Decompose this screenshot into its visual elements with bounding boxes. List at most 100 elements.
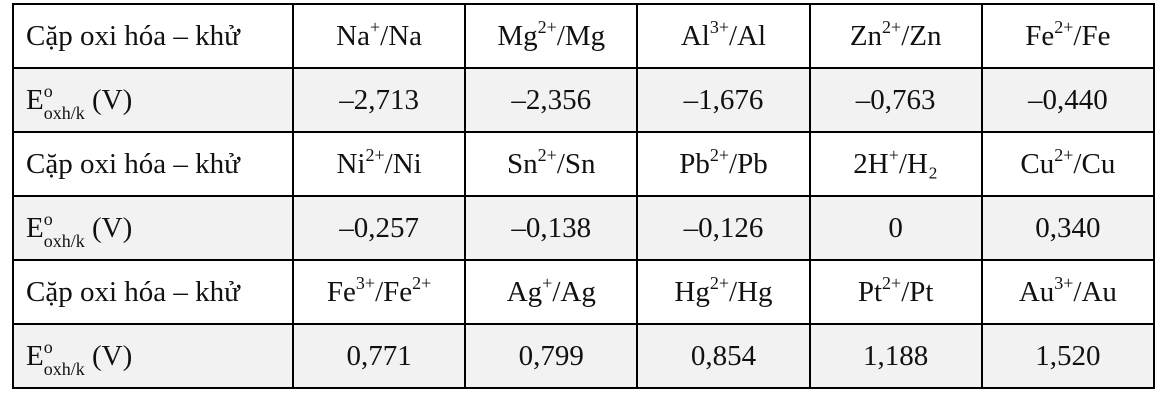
table-row: Cặp oxi hóa – khử Ni2+/Ni Sn2+/Sn Pb2+/Pb 2H… (12, 131, 1156, 197)
cell-text: –0,763 (855, 83, 936, 116)
table-cell: Na+/Na (291, 3, 467, 69)
superscript: 2+ (882, 16, 902, 37)
table-row: Cặp oxi hóa – khử Fe3+/Fe2+ Ag+/Ag Hg2+/Hg P… (12, 259, 1156, 325)
superscript: 2+ (709, 144, 730, 165)
cell-text: 0,854 (690, 339, 757, 372)
row-header-cell: Eooxh/k (V) (12, 67, 294, 133)
table-cell: Pt2+/Pt (808, 259, 983, 325)
superscript: 3+ (709, 16, 730, 37)
table-cell: Cu2+/Cu (980, 131, 1156, 197)
cell-text: Pt (857, 275, 883, 308)
cell-text: /Pt (901, 275, 934, 308)
cell-text: (V) (84, 339, 133, 372)
superscript: 2+ (412, 272, 432, 293)
cell-text: /Cu (1073, 147, 1116, 180)
table-cell: 1,520 (980, 323, 1156, 389)
table-cell: –0,126 (636, 195, 811, 261)
table-cell: 0,340 (980, 195, 1156, 261)
cell-text: –1,676 (683, 83, 764, 116)
table-cell: 0,771 (291, 323, 467, 389)
cell-text: Cặp oxi hóa – khử (26, 147, 240, 180)
superscript: 3+ (355, 272, 376, 293)
cell-text: /Ag (552, 275, 596, 308)
cell-text: Fe (326, 275, 356, 308)
potential-table: Cặp oxi hóa – khử Na+/Na Mg2+/Mg Al3+/Al Zn2… (12, 3, 1156, 389)
cell-text: /Ni (384, 147, 422, 180)
cell-text: 1,520 (1035, 339, 1101, 372)
table-cell: 1,188 (808, 323, 983, 389)
superscript: + (369, 16, 381, 37)
superscript: 2+ (537, 144, 557, 165)
cell-text: Sn (507, 147, 538, 180)
superscript: 2+ (537, 16, 557, 37)
superscript: o (43, 80, 53, 101)
table-cell: –2,713 (291, 67, 467, 133)
table-cell: Fe2+/Fe (980, 3, 1156, 69)
cell-text: –0,440 (1028, 83, 1108, 116)
cell-text: /Na (380, 19, 423, 52)
cell-text: –0,138 (511, 211, 592, 244)
table-cell: Ni2+/Ni (291, 131, 467, 197)
table-row: Eooxh/k (V) –0,257 –0,138 –0,126 0 0,340 (12, 195, 1156, 261)
table-cell: 0,799 (464, 323, 639, 389)
superscript: 2+ (365, 144, 385, 165)
superscript: + (888, 144, 899, 165)
table-cell: –0,257 (291, 195, 467, 261)
table-cell: –1,676 (636, 67, 811, 133)
table-cell: Fe3+/Fe2+ (291, 259, 467, 325)
table-cell: Ag+/Ag (464, 259, 639, 325)
cell-text: Fe (1025, 19, 1055, 52)
cell-text: (V) (84, 211, 133, 244)
table-cell: Al3+/Al (636, 3, 811, 69)
cell-text: /Al (729, 19, 767, 52)
table-cell: Hg2+/Hg (636, 259, 811, 325)
cell-text: E (26, 83, 44, 116)
table-cell: Pb2+/Pb (636, 131, 811, 197)
cell-text: /Hg (729, 275, 773, 308)
row-header-cell: Eooxh/k (V) (12, 195, 294, 261)
cell-text: /Sn (556, 147, 596, 180)
superscript: 2+ (709, 272, 730, 293)
superscript: o (43, 336, 53, 357)
cell-text: Hg (674, 275, 710, 308)
cell-text: 0,799 (518, 339, 584, 372)
cell-text: Au (1018, 275, 1055, 308)
cell-text: –0,257 (339, 211, 419, 244)
cell-text: 1,188 (863, 339, 929, 372)
cell-text: Zn (849, 19, 883, 52)
cell-text: E (26, 339, 44, 372)
cell-text: /Pb (729, 147, 768, 180)
table-cell: Mg2+/Mg (464, 3, 639, 69)
cell-text: –0,126 (683, 211, 764, 244)
row-header-cell: Cặp oxi hóa – khử (12, 3, 294, 69)
superscript: 2+ (1054, 16, 1074, 37)
cell-text: /H₂ (898, 147, 939, 180)
cell-text: Na (336, 19, 370, 52)
cell-text: Ni (336, 147, 366, 180)
superscript: 2+ (1054, 144, 1074, 165)
cell-text: –2,356 (511, 83, 592, 116)
cell-text: Pb (679, 147, 710, 180)
cell-text: Cặp oxi hóa – khử (26, 19, 240, 52)
cell-text: /Fe (375, 275, 413, 308)
subscript: oxh/k (43, 358, 85, 379)
table-row: Cặp oxi hóa – khử Na+/Na Mg2+/Mg Al3+/Al Zn2… (12, 3, 1156, 69)
cell-text: Al (680, 19, 710, 52)
cell-text: Ag (506, 275, 543, 308)
table-cell: Zn2+/Zn (808, 3, 983, 69)
table-cell: –0,763 (808, 67, 983, 133)
cell-text: 0,340 (1035, 211, 1101, 244)
table-cell: –2,356 (464, 67, 639, 133)
cell-text: 2H (853, 147, 889, 180)
table-cell: 0 (808, 195, 983, 261)
cell-text: Mg (497, 19, 538, 52)
table-cell: Au3+/Au (980, 259, 1156, 325)
subscript: oxh/k (43, 102, 85, 123)
table-cell: 0,854 (636, 323, 811, 389)
cell-text: /Fe (1073, 19, 1111, 52)
cell-text: /Zn (901, 19, 942, 52)
table-cell: –0,440 (980, 67, 1156, 133)
cell-text: Cu (1020, 147, 1055, 180)
cell-text: (V) (84, 83, 133, 116)
